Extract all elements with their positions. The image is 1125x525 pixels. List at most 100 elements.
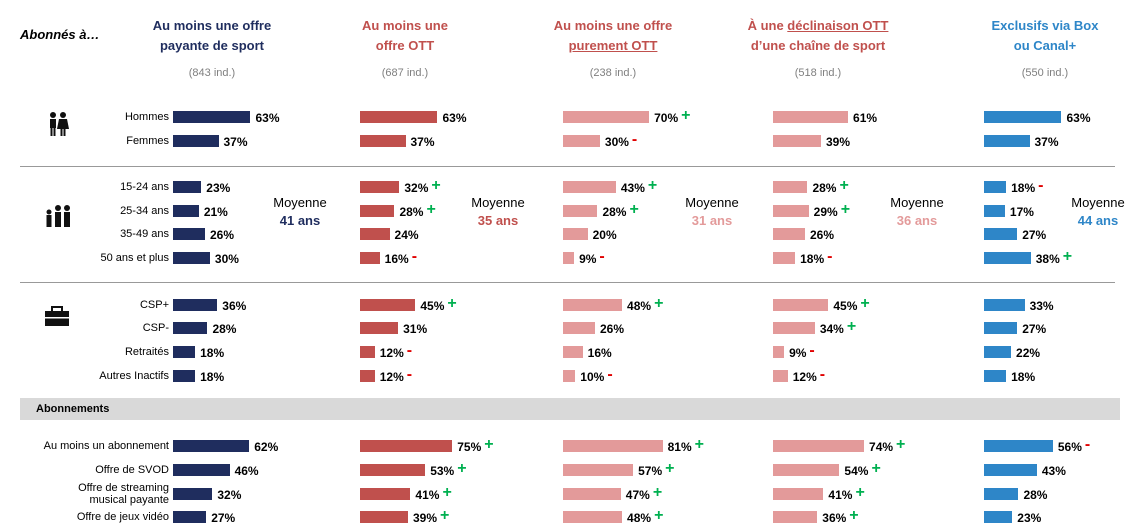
significance: - <box>1084 436 1091 453</box>
column-title: Au moins une offre OTT <box>285 16 525 56</box>
column-count: (550 ind.) <box>1021 67 1069 79</box>
bar <box>173 464 230 476</box>
bar <box>773 511 818 523</box>
significance: - <box>809 342 815 359</box>
bar <box>563 464 634 476</box>
significance: + <box>484 436 494 453</box>
value-label: 37% <box>1034 135 1059 149</box>
significance: + <box>871 460 881 477</box>
gender-icon <box>50 112 69 136</box>
title-segment: déclinaison OTT <box>787 18 889 33</box>
significance: + <box>840 201 851 218</box>
mean-label: Moyenne <box>273 195 327 210</box>
bar <box>360 299 416 311</box>
significance: - <box>406 342 413 359</box>
bar <box>984 181 1007 193</box>
value-label: 36% <box>822 511 847 525</box>
bar <box>173 346 196 358</box>
mean-value: 35 ans <box>477 213 519 228</box>
bar <box>360 488 411 500</box>
mean-value: 44 ans <box>1077 213 1119 228</box>
value-label: 18% <box>200 370 225 384</box>
section-band <box>20 398 1120 420</box>
significance: + <box>839 177 849 194</box>
bar <box>773 135 821 147</box>
title-line: À une déclinaison OTT <box>698 16 938 36</box>
section-title: Abonnements <box>36 403 110 415</box>
value-label: 70% <box>654 111 679 125</box>
significance: - <box>599 248 605 265</box>
column-title: À une déclinaison OTT d’une chaîne de spo… <box>698 16 938 56</box>
bar <box>984 135 1030 147</box>
column-count: (238 ind.) <box>589 67 637 79</box>
column-title: Exclusifs via Box ou Canal+ <box>925 16 1125 56</box>
title-line: Au moins une <box>285 16 525 36</box>
bar <box>984 370 1007 382</box>
bar <box>563 135 600 147</box>
value-label: 39% <box>412 511 437 525</box>
mean-label: Moyenne <box>890 195 944 210</box>
value-label: 32% <box>217 488 242 502</box>
significance: + <box>457 460 467 477</box>
title-line: offre OTT <box>285 36 525 56</box>
value-label: 48% <box>627 511 652 525</box>
bar <box>173 205 199 217</box>
title-segment: purement OTT <box>568 38 658 53</box>
significance: + <box>896 436 906 453</box>
bar <box>563 488 621 500</box>
value-label: 29% <box>813 205 838 219</box>
row-label: CSP- <box>142 322 169 334</box>
value-label: 53% <box>430 464 455 478</box>
bar <box>173 181 202 193</box>
value-label: 23% <box>206 181 231 195</box>
significance: - <box>827 248 833 265</box>
bar <box>360 228 390 240</box>
mean: Moyenne 44 ans <box>1058 194 1125 230</box>
bar <box>173 228 205 240</box>
bar <box>773 488 824 500</box>
title-segment: Exclusifs via Box <box>991 18 1099 33</box>
bar <box>773 440 865 452</box>
bar <box>563 322 595 334</box>
title-segment: Au moins une <box>362 18 448 33</box>
bar <box>360 252 380 264</box>
bar <box>360 181 400 193</box>
value-label: 56% <box>1057 440 1082 454</box>
title-line: Au moins une offre <box>92 16 332 36</box>
value-label: 22% <box>1016 346 1041 360</box>
bar <box>360 511 408 523</box>
bar <box>984 299 1025 311</box>
row-label: Offre de SVOD <box>95 464 169 476</box>
significance: + <box>447 295 457 312</box>
value-label: 30% <box>604 135 629 149</box>
row-label: Autres Inactifs <box>99 370 169 382</box>
column-title: Au moins une offre purement OTT <box>493 16 733 56</box>
value-label: 27% <box>211 511 236 525</box>
bar <box>360 135 406 147</box>
row-label: 50 ans et plus <box>100 252 170 264</box>
title-segment: offre OTT <box>375 38 435 53</box>
bar <box>773 464 840 476</box>
row-label: CSP+ <box>139 299 169 311</box>
bar <box>773 346 785 358</box>
significance: + <box>1062 248 1073 265</box>
value-label: 27% <box>1022 228 1047 242</box>
value-label: 37% <box>223 135 248 149</box>
value-label: 10% <box>580 370 605 384</box>
value-label: 20% <box>592 228 617 242</box>
value-label: 12% <box>792 370 817 384</box>
value-label: 41% <box>828 488 853 502</box>
row-label: 25-34 ans <box>120 205 169 217</box>
row-label: Retraités <box>124 346 169 358</box>
mean-value: 31 ans <box>691 213 733 228</box>
mean: Moyenne 31 ans <box>672 194 752 230</box>
bar <box>773 299 829 311</box>
title-line: Au moins une offre <box>493 16 733 36</box>
bar <box>984 111 1062 123</box>
row-label: Offre de streaming musical payante <box>78 482 169 506</box>
value-label: 38% <box>1035 252 1060 266</box>
value-label: 41% <box>415 488 440 502</box>
significance: + <box>665 460 675 477</box>
bar <box>984 228 1018 240</box>
